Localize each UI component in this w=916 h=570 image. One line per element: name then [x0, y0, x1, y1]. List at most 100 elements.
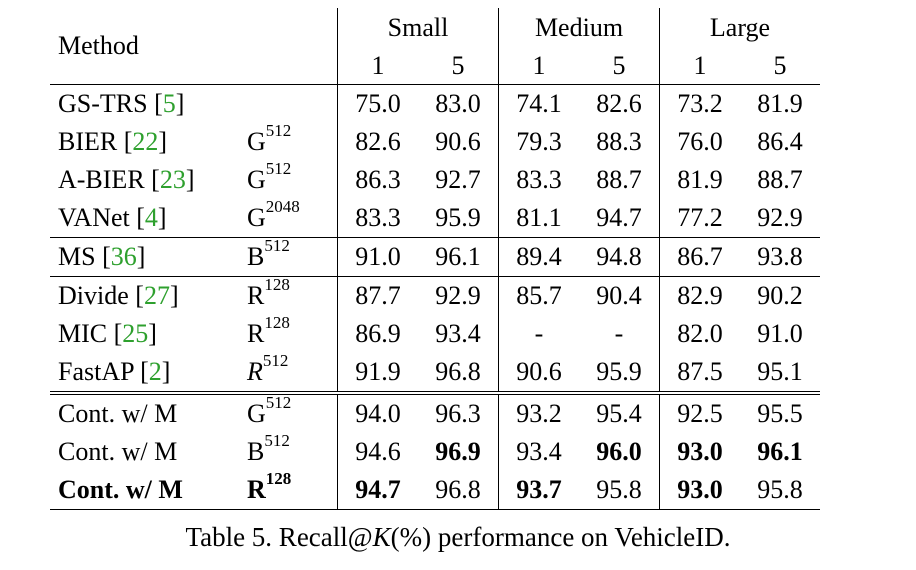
citation-link[interactable]: 23 [159, 165, 186, 194]
caption-suffix: performance on VehicleID. [431, 522, 731, 552]
value-cell: 90.6 [516, 357, 562, 386]
value-cell: 88.7 [757, 165, 803, 194]
value-cell: 82.0 [677, 319, 723, 348]
value-cell: 95.4 [579, 391, 660, 433]
method-name: Cont. w/ M [58, 399, 178, 428]
value-cell: 92.9 [757, 203, 803, 232]
value-cell: 94.0 [337, 391, 418, 433]
k-header: 5 [773, 51, 787, 80]
value-cell: 86.9 [355, 319, 401, 348]
dim-letter: R [247, 475, 266, 504]
method-cell: Cont. w/ M [50, 391, 243, 433]
method-name: VANet [58, 203, 137, 232]
table-row: Cont. w/ M G512 94.0 96.3 93.2 95.4 92.5 95.5 [50, 391, 820, 433]
value-cell: 89.4 [498, 237, 579, 277]
value-cell: 96.3 [418, 391, 499, 433]
embedding-dim-cell: B512 [243, 432, 338, 471]
dim-letter: B [247, 437, 265, 466]
group-header-large: Large [709, 13, 771, 42]
embedding-dim-cell: G2048 [243, 198, 338, 238]
citation-link[interactable]: 36 [110, 242, 137, 271]
embedding-dim-cell: R128 [243, 469, 338, 510]
value-cell: 90.2 [740, 276, 820, 315]
value-cell: 86.4 [757, 127, 803, 156]
citation-link[interactable]: 27 [143, 281, 170, 310]
value-cell: 93.4 [516, 437, 562, 466]
method-name: Cont. w/ M [58, 475, 183, 504]
value-cell: 85.7 [498, 276, 579, 315]
dim-exponent: 512 [264, 236, 290, 256]
dim-letter: B [247, 242, 265, 271]
embedding-dim-cell: B512 [243, 236, 338, 277]
value-cell: 95.1 [757, 357, 803, 386]
method-header: Method [58, 31, 139, 60]
dim-exponent: 128 [264, 275, 290, 295]
k-header: 1 [532, 51, 546, 80]
citation-link[interactable]: 2 [148, 357, 162, 386]
value-cell: 93.8 [740, 237, 820, 277]
group-header-medium: Medium [498, 8, 660, 48]
method-name: Divide [58, 281, 136, 310]
dim-exponent: 512 [265, 159, 292, 179]
dim-exponent: 128 [264, 313, 290, 333]
citation-link[interactable]: 5 [162, 89, 176, 118]
dim-letter: G [247, 127, 266, 156]
k-header: 5 [579, 48, 660, 85]
value-cell: 86.3 [355, 165, 401, 194]
value-cell: 87.5 [677, 357, 723, 386]
table-row: Cont. w/ M B512 94.6 96.9 93.4 96.0 93.0 96.1 [50, 432, 820, 471]
results-table: Small Medium Large Method 1 5 1 5 1 5 GS… [50, 8, 820, 510]
citation-link[interactable]: 22 [132, 127, 159, 156]
value-cell: 92.5 [659, 391, 740, 433]
caption-percent: (%) [390, 522, 432, 552]
table-row: Divide [27] R128 87.7 92.9 85.7 90.4 82.9 90.2 [50, 275, 820, 315]
embedding-dim-cell: R128 [243, 275, 338, 315]
group-header-small: Small [337, 8, 499, 48]
citation-link[interactable]: 4 [144, 203, 158, 232]
value-cell: 95.9 [579, 353, 660, 393]
dim-exponent: 128 [265, 469, 292, 489]
table-row: GS-TRS [5] 75.0 83.0 74.1 82.6 73.2 81.9 [50, 84, 820, 123]
value-cell: 82.6 [579, 84, 660, 123]
table-row: A-BIER [23] G512 86.3 92.7 83.3 88.7 81.9 88.7 [50, 159, 820, 199]
value-cell: 83.3 [516, 165, 562, 194]
value-cell: 94.6 [355, 437, 401, 466]
dim-exponent: 512 [265, 393, 292, 413]
value-cell: 91.0 [337, 237, 418, 277]
dim-letter: G [247, 399, 266, 428]
value-cell: 95.8 [579, 471, 660, 510]
dim-letter: R [247, 357, 263, 386]
method-cell: MIC [25] [58, 319, 157, 348]
value-cell: 93.0 [677, 437, 723, 466]
table-body: GS-TRS [5] 75.0 83.0 74.1 82.6 73.2 81.9 BIER [… [50, 84, 820, 510]
value-cell: 86.7 [659, 237, 740, 277]
method-cell: A-BIER [23] [58, 165, 195, 194]
value-cell: 96.0 [579, 433, 660, 471]
value-cell: 93.0 [659, 471, 740, 510]
method-name: BIER [58, 127, 124, 156]
value-cell: 75.0 [337, 84, 418, 123]
method-name: A-BIER [58, 165, 152, 194]
value-cell: 74.1 [498, 84, 579, 123]
method-cell: MS [36] [50, 237, 243, 277]
method-name: Cont. w/ M [58, 437, 178, 466]
method-cell: Cont. w/ M [50, 471, 243, 510]
method-cell: FastAP [2] [58, 357, 171, 386]
caption-k-symbol: K [372, 522, 391, 552]
method-name: FastAP [58, 357, 141, 386]
value-cell: 95.5 [740, 391, 820, 433]
value-cell: 83.0 [418, 84, 499, 123]
embedding-dim-cell [243, 84, 338, 123]
citation-link[interactable]: 25 [122, 319, 149, 348]
embedding-dim-cell: G512 [243, 391, 338, 433]
dim-exponent: 512 [262, 351, 289, 371]
value-cell: 91.0 [757, 319, 803, 348]
k-header: 1 [693, 51, 707, 80]
value-cell: 96.9 [418, 433, 499, 471]
table-row: FastAP [2] R512 91.9 96.8 90.6 95.9 87.5 95.1 [50, 351, 820, 393]
k-header: 1 [371, 51, 385, 80]
embedding-dim-cell: R512 [243, 351, 338, 393]
embedding-dim-cell: R128 [243, 313, 338, 353]
value-cell: 96.8 [418, 471, 499, 510]
embedding-dim-cell: G512 [243, 159, 338, 199]
